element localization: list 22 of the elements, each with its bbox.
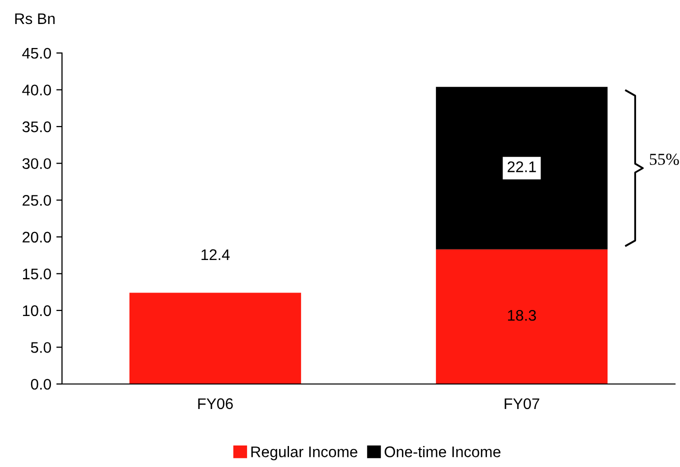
annotation: 55% (650, 154, 679, 165)
y-tick-label: 0.0 (30, 378, 51, 390)
data-label: 18.3 (508, 310, 536, 321)
y-tick-label: 20.0 (22, 232, 51, 243)
y-tick-label: 5.0 (30, 342, 51, 353)
data-label: 22.1 (508, 161, 536, 172)
y-tick-label: 40.0 (22, 84, 51, 96)
y-tick-label: 30.0 (22, 158, 51, 170)
y-tick-label: 25.0 (22, 194, 51, 206)
y-tick-label: 10.0 (23, 305, 51, 316)
bar (129, 292, 302, 384)
y-tick-label: 45.0 (22, 48, 51, 59)
data-label: 12.4 (202, 249, 230, 260)
y-tick-label: 35.0 (22, 121, 51, 132)
y-axis-title: Rs Bn (15, 13, 55, 24)
bar (436, 249, 608, 384)
y-tick-label: 15.0 (23, 268, 51, 280)
legend-label: Regular Income (251, 446, 358, 460)
x-tick-label: FY06 (198, 398, 233, 410)
legend-label: One-time Income (384, 446, 500, 458)
x-tick-label: FY07 (504, 398, 540, 410)
bar (436, 86, 608, 250)
